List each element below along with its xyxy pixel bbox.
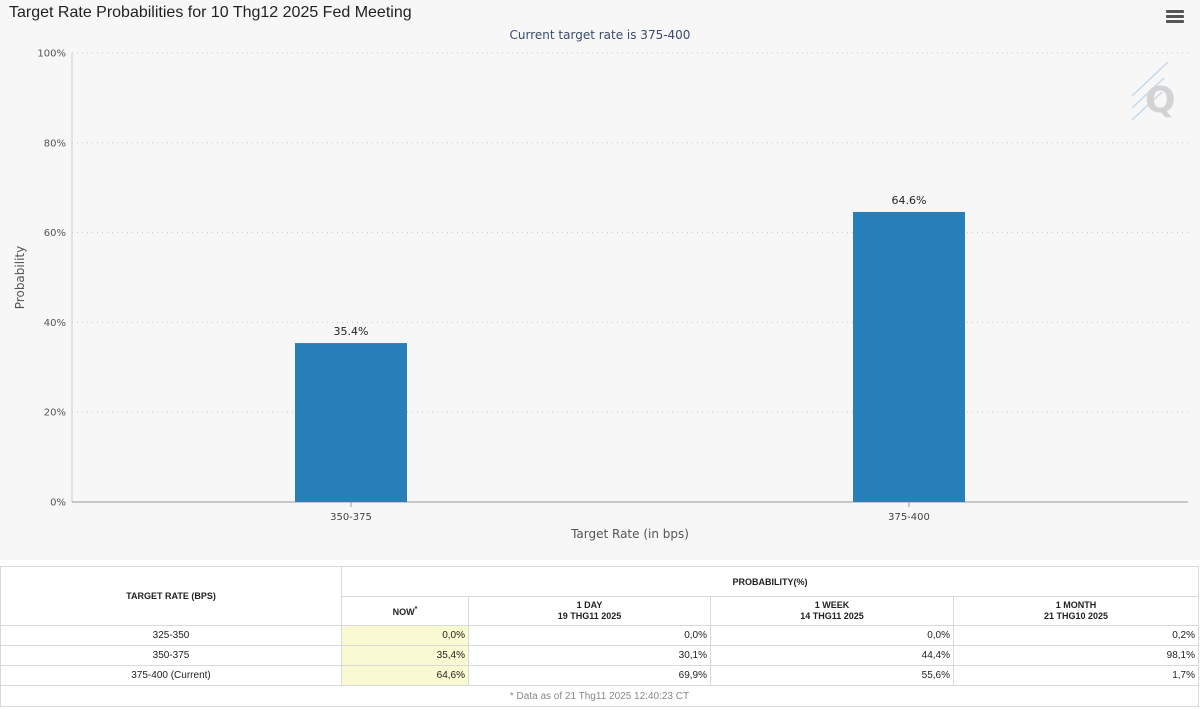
target-rate-header: TARGET RATE (BPS) [0, 566, 342, 626]
q-logo-text: Q [1145, 80, 1176, 121]
bar [295, 343, 407, 502]
col-header-1-day: 1 DAY 19 THG11 2025 [468, 596, 711, 626]
one-day-date: 19 THG11 2025 [557, 611, 622, 621]
y-tick-label: 0% [50, 498, 66, 509]
bar-data-label: 64.6% [892, 194, 927, 207]
bars [295, 211, 965, 503]
one-week-date: 14 THG11 2025 [800, 611, 864, 621]
now-cell: 35,4% [341, 645, 469, 666]
y-tick-label: 80% [44, 138, 66, 149]
week-cell: 55,6% [710, 665, 954, 686]
grid-lines [72, 52, 1188, 413]
hamburger-menu-icon[interactable] [1166, 10, 1184, 24]
one-day-label: 1 DAY [576, 600, 603, 610]
table-footnote-row: * Data as of 21 Thg11 2025 12:40:23 CT [0, 685, 1199, 707]
y-tick-label: 20% [44, 408, 66, 419]
labels: 0% 20% 40% 60% 80% 100% 35.4% 350-375 64.6% 375-4… [13, 49, 930, 542]
month-cell: 1,7% [953, 665, 1199, 686]
rate-cell: 325-350 [0, 625, 342, 646]
col-header-now: NOW* [341, 596, 469, 626]
q-logo-icon: Q [1131, 61, 1176, 121]
x-axis-title: Target Rate (in bps) [570, 527, 689, 541]
col-header-1-month: 1 MONTH 21 THG10 2025 [953, 596, 1199, 626]
y-axis-title: Probability [13, 246, 27, 309]
now-label: NOW [392, 606, 415, 617]
probability-table: TARGET RATE (BPS) PROBABILITY(%) NOW* 1 … [0, 566, 1199, 707]
now-footnote-marker: * [414, 605, 418, 613]
x-tick-label: 375-400 [888, 512, 930, 523]
table-row: 325-350 0,0% 0,0% 0,0% 0,2% [0, 625, 1199, 646]
rate-cell: 375-400 (Current) [0, 665, 342, 686]
month-cell: 0,2% [953, 625, 1199, 646]
axes [71, 53, 1188, 507]
chart-title: Target Rate Probabilities for 10 Thg12 2… [9, 4, 412, 21]
one-month-date: 21 THG10 2025 [1043, 611, 1109, 621]
rate-cell: 350-375 [0, 645, 342, 666]
chart-subtitle: Current target rate is 375-400 [509, 28, 691, 42]
week-cell: 0,0% [710, 625, 954, 646]
now-cell: 64,6% [341, 665, 469, 686]
y-tick-label: 100% [37, 49, 66, 60]
table-row: 350-375 35,4% 30,1% 44,4% 98,1% [0, 645, 1199, 666]
x-tick-label: 350-375 [330, 512, 372, 523]
probability-header: PROBABILITY(%) [341, 566, 1199, 597]
table-header-row: TARGET RATE (BPS) PROBABILITY(%) [0, 566, 1199, 626]
table-subheader-row: NOW* 1 DAY 19 THG11 2025 1 WEEK 14 THG11… [1, 596, 1199, 626]
col-header-1-week: 1 WEEK 14 THG11 2025 [710, 596, 954, 626]
day-cell: 69,9% [468, 665, 711, 686]
now-cell: 0,0% [341, 625, 469, 646]
data-timestamp-footnote: * Data as of 21 Thg11 2025 12:40:23 CT [0, 685, 1199, 707]
chart-panel: 0% 20% 40% 60% 80% 100% 35.4% 350-375 64.6% 375-4… [9, 4, 1188, 542]
one-week-label: 1 WEEK [814, 600, 850, 610]
bar [853, 211, 965, 503]
table-row: 375-400 (Current) 64,6% 69,9% 55,6% 1,7% [0, 665, 1199, 686]
y-tick-label: 40% [44, 318, 66, 329]
bar-data-label: 35.4% [334, 325, 369, 338]
one-month-label: 1 MONTH [1055, 600, 1097, 610]
month-cell: 98,1% [953, 645, 1199, 666]
y-tick-label: 60% [44, 228, 66, 239]
day-cell: 30,1% [468, 645, 711, 666]
day-cell: 0,0% [468, 625, 711, 646]
bar-chart: 0% 20% 40% 60% 80% 100% 35.4% 350-375 64.6% 375-4… [13, 49, 1188, 542]
week-cell: 44,4% [710, 645, 954, 666]
